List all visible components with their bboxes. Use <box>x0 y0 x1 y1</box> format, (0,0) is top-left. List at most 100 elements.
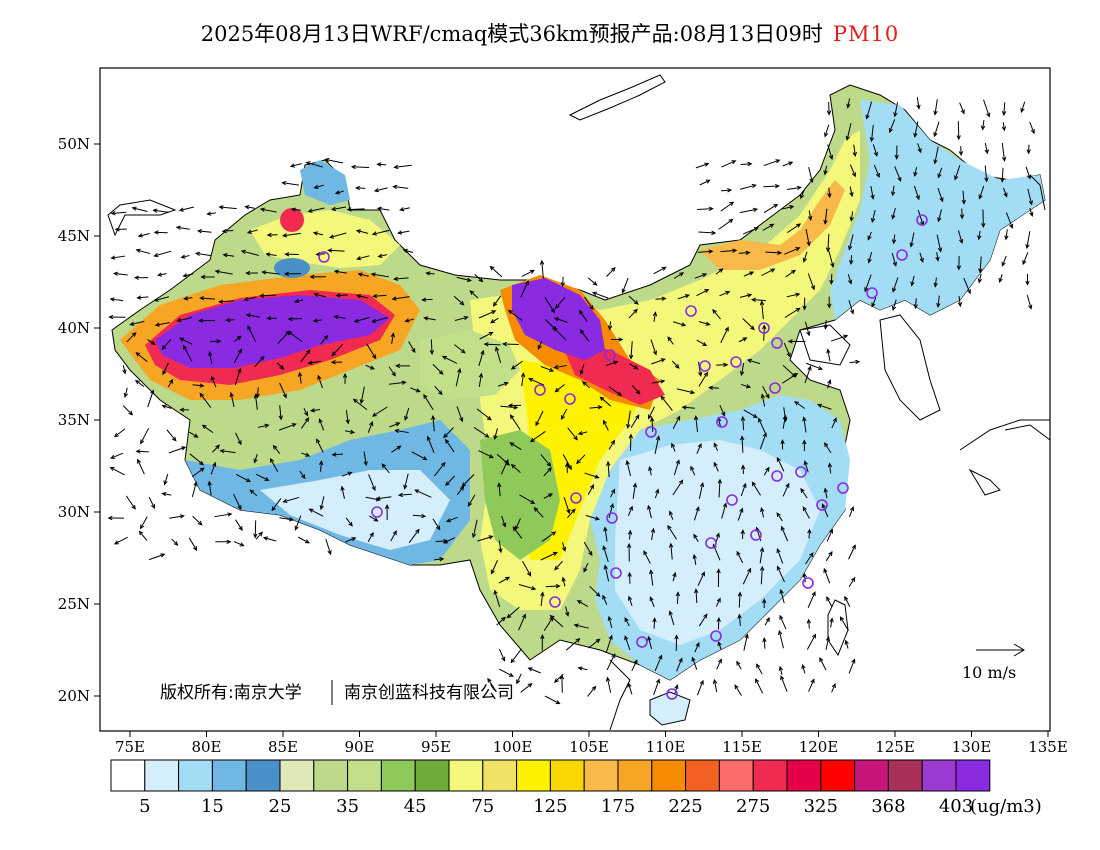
wind-arrowhead <box>107 515 113 521</box>
wind-arrowhead <box>199 467 205 472</box>
wind-arrow <box>682 406 695 409</box>
wind-arrowhead <box>193 481 198 487</box>
wind-arrow <box>369 515 378 522</box>
wind-arrowhead <box>552 551 558 556</box>
wind-arrowhead <box>753 227 759 232</box>
wind-arrow <box>853 144 856 156</box>
wind-arrowhead <box>129 321 135 326</box>
wind-arrowhead <box>264 423 270 428</box>
wind-arrow <box>630 341 633 359</box>
wind-arrow <box>654 436 660 454</box>
wind-arrowhead <box>294 525 299 531</box>
wind-arrow <box>738 614 741 626</box>
wind-arrowhead <box>135 352 141 357</box>
wind-arrowhead <box>238 526 243 532</box>
wind-arrow <box>543 616 554 632</box>
wind-arrowhead <box>583 567 588 573</box>
wind-arrowhead <box>704 289 710 294</box>
colorbar-swatch <box>380 759 416 792</box>
wind-arrowhead <box>802 506 807 512</box>
wind-arrowhead <box>206 211 212 216</box>
wind-arrowhead <box>724 326 729 332</box>
wind-arrow <box>954 165 961 180</box>
wind-arrow <box>496 617 506 626</box>
wind-arrowhead <box>828 154 834 161</box>
city-marker <box>534 384 546 396</box>
wind-arrow <box>209 352 213 365</box>
wind-arrow <box>478 373 482 388</box>
wind-arrow <box>365 364 375 370</box>
wind-arrowhead <box>958 151 964 157</box>
wind-arrowhead <box>108 314 114 320</box>
wind-arrow <box>719 404 726 416</box>
wind-arrowhead <box>359 399 364 405</box>
wind-arrowhead <box>414 489 420 494</box>
wind-arrowhead <box>350 164 356 170</box>
sakhalin-outline <box>1029 174 1046 211</box>
wind-arrow <box>1022 252 1029 265</box>
wind-arrow <box>919 252 924 262</box>
wind-arrow <box>169 515 184 519</box>
wind-arrow <box>345 517 353 527</box>
wind-arrowhead <box>690 389 696 395</box>
city-marker <box>916 214 928 226</box>
wind-arrowhead <box>153 297 159 302</box>
wind-arrowhead <box>823 324 828 330</box>
wind-arrowhead <box>135 449 141 454</box>
wind-arrowhead <box>371 486 376 492</box>
wind-arrowhead <box>573 435 578 441</box>
wind-arrow <box>521 373 525 387</box>
dzungaria-hotspot <box>280 208 304 232</box>
wind-arrow <box>469 290 479 299</box>
wind-arrowhead <box>806 331 811 337</box>
wind-arrow <box>273 445 281 454</box>
wind-arrowhead <box>826 596 831 602</box>
city-marker <box>685 305 697 317</box>
wind-arrow <box>627 410 631 428</box>
wind-arrow <box>829 463 832 474</box>
wind-arrow <box>114 428 126 438</box>
wind-arrow <box>671 360 680 369</box>
wind-vector-field <box>107 97 1035 705</box>
wind-arrowhead <box>769 223 775 228</box>
wind-arrowhead <box>779 614 784 620</box>
wind-arrow <box>554 364 567 369</box>
wind-arrow <box>154 250 172 257</box>
wind-arrowhead <box>716 568 721 574</box>
lon-tick-label: 85E <box>268 738 298 756</box>
wind-arrow <box>743 227 759 235</box>
wind-arrowhead <box>199 296 205 301</box>
wind-arrowhead <box>1001 156 1007 162</box>
wind-arrowhead <box>650 527 656 533</box>
wind-arrow <box>353 398 368 411</box>
wind-arrowhead <box>288 517 295 522</box>
wind-arrowhead <box>643 550 648 556</box>
wind-arrow <box>520 280 529 298</box>
wind-arrowhead <box>873 151 878 157</box>
wind-arrow <box>870 185 874 199</box>
wind-arrow <box>608 440 615 450</box>
wind-arrow <box>320 461 322 472</box>
wind-arrowhead <box>717 478 723 484</box>
wind-arrowhead <box>851 172 856 178</box>
wind-arrow <box>782 415 786 429</box>
wind-arrowhead <box>658 654 663 660</box>
wind-arrowhead <box>153 252 159 258</box>
wind-arrow <box>313 319 322 322</box>
wind-arrow <box>817 404 832 410</box>
wind-arrow <box>763 159 780 167</box>
wind-arrowhead <box>849 309 855 315</box>
wind-arrow <box>432 518 441 530</box>
wind-arrowhead <box>759 565 765 571</box>
wind-arrowhead <box>305 349 311 355</box>
wind-arrowhead <box>739 507 744 513</box>
wind-arrow <box>712 309 721 320</box>
wind-arrowhead <box>493 589 498 595</box>
wind-arrowhead <box>700 571 705 577</box>
wind-arrow <box>827 349 831 362</box>
colorbar-swatch <box>820 759 856 792</box>
wind-arrowhead <box>527 682 533 688</box>
city-marker <box>866 287 878 299</box>
wind-arrowhead <box>627 682 632 688</box>
wind-arrow <box>518 583 536 590</box>
